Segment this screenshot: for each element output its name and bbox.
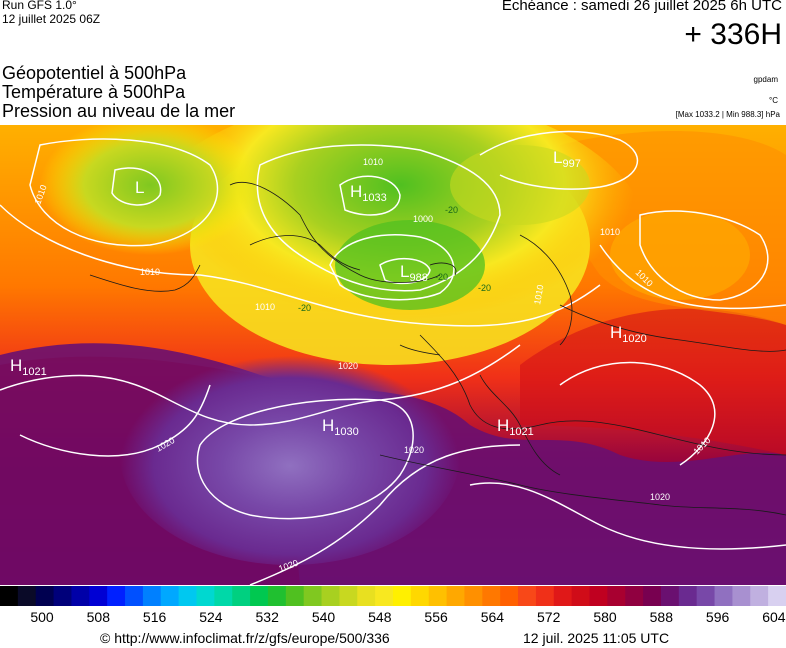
isobar-label: 1010 bbox=[600, 227, 620, 237]
colorbar-swatch bbox=[178, 586, 197, 606]
colorbar-swatch bbox=[375, 586, 394, 606]
pressure-minmax: [Max 1033.2 | Min 988.3] hPa bbox=[675, 110, 780, 119]
colorbar-swatch bbox=[768, 586, 786, 606]
colorbar-tick-label: 508 bbox=[86, 609, 110, 625]
colorbar-swatch bbox=[482, 586, 501, 606]
colorbar-tick-label: 524 bbox=[199, 609, 223, 625]
colorbar-swatch bbox=[446, 586, 465, 606]
param-pressure: Pression au niveau de la mer bbox=[2, 101, 236, 121]
isobar-label: 1010 bbox=[140, 267, 160, 277]
colorbar-swatch bbox=[35, 586, 55, 606]
colorbar-swatch bbox=[732, 586, 751, 606]
isobar-label: 1000 bbox=[413, 214, 433, 224]
high-pressure-label: H1020 bbox=[610, 323, 647, 345]
temperature-label: -20 bbox=[298, 303, 311, 313]
colorbar-swatch bbox=[142, 586, 162, 606]
colorbar-swatch bbox=[607, 586, 626, 606]
source-url[interactable]: © http://www.infoclimat.fr/z/gfs/europe/… bbox=[100, 630, 390, 646]
isobar-label: 1010 bbox=[532, 284, 545, 305]
colorbar-tick-label: 500 bbox=[30, 609, 54, 625]
lead-time: + 336H bbox=[684, 18, 782, 51]
colorbar-swatch bbox=[0, 586, 19, 606]
colorbar bbox=[0, 586, 786, 606]
colorbar-swatch bbox=[643, 586, 662, 606]
low-pressure-label: L988 bbox=[400, 262, 428, 284]
colorbar-swatch bbox=[196, 586, 215, 606]
high-pressure-label: H1021 bbox=[10, 356, 47, 378]
colorbar-swatch bbox=[89, 586, 108, 606]
colorbar-swatch bbox=[285, 586, 305, 606]
colorbar-swatch bbox=[500, 586, 519, 606]
colorbar-swatch bbox=[678, 586, 698, 606]
colorbar-swatch bbox=[321, 586, 340, 606]
low-pressure-label: L bbox=[135, 178, 144, 197]
colorbar-swatch bbox=[17, 586, 37, 606]
colorbar-tick-label: 516 bbox=[142, 609, 167, 625]
colorbar-swatch bbox=[553, 586, 573, 606]
colorbar-swatch bbox=[571, 586, 590, 606]
colorbar-tick-label: 532 bbox=[255, 609, 279, 625]
colorbar-swatch bbox=[393, 586, 412, 606]
colorbar-tick-label: 596 bbox=[705, 609, 730, 625]
run-title: Run GFS 1.0° bbox=[2, 0, 77, 12]
colorbar-swatch bbox=[696, 586, 716, 606]
colorbar-swatch bbox=[339, 586, 358, 606]
temperature-label: -20 bbox=[445, 205, 458, 215]
colorbar-swatch bbox=[750, 586, 769, 606]
temperature-label: -20 bbox=[435, 272, 448, 282]
high-pressure-label: H1021 bbox=[497, 416, 534, 438]
colorbar-tick-label: 548 bbox=[368, 609, 392, 625]
colorbar-swatch bbox=[214, 586, 233, 606]
colorbar-swatch bbox=[535, 586, 555, 606]
colorbar-swatch bbox=[410, 586, 430, 606]
low-pressure-label: L997 bbox=[553, 148, 581, 170]
high-pressure-label: H1033 bbox=[350, 182, 387, 204]
colorbar-tick-label: 540 bbox=[311, 609, 336, 625]
colorbar-tick-label: 588 bbox=[649, 609, 673, 625]
isobar-label: 1020 bbox=[404, 445, 424, 455]
colorbar-tick-label: 556 bbox=[424, 609, 448, 625]
colorbar-swatch bbox=[428, 586, 448, 606]
unit-geopotential: gpdam bbox=[753, 75, 778, 84]
colorbar-swatch bbox=[250, 586, 269, 606]
high-pressure-label: H1030 bbox=[322, 416, 359, 438]
unit-temperature: °C bbox=[769, 96, 778, 105]
colorbar-swatch bbox=[660, 586, 680, 606]
colorbar-swatch bbox=[625, 586, 644, 606]
temperature-label: -20 bbox=[478, 283, 491, 293]
colorbar-swatch bbox=[267, 586, 287, 606]
generation-timestamp: 12 juil. 2025 11:05 UTC bbox=[523, 630, 670, 646]
colorbar-swatch bbox=[53, 586, 72, 606]
colorbar-swatch bbox=[303, 586, 323, 606]
colorbar-swatch bbox=[589, 586, 608, 606]
valid-time-label: Echéance : samedi 26 juillet 2025 6h UTC bbox=[501, 0, 782, 14]
colorbar-swatch bbox=[357, 586, 376, 606]
isobar-label: 1020 bbox=[650, 492, 670, 502]
colorbar-swatch bbox=[125, 586, 144, 606]
run-date: 12 juillet 2025 06Z bbox=[2, 12, 101, 26]
colorbar-tick-label: 564 bbox=[480, 609, 505, 625]
colorbar-swatch bbox=[160, 586, 180, 606]
isobar-label: 1010 bbox=[363, 157, 383, 167]
param-temperature: Température à 500hPa bbox=[2, 82, 186, 102]
isobar-label: 1020 bbox=[338, 361, 358, 371]
colorbar-tick-label: 572 bbox=[537, 609, 561, 625]
colorbar-swatch bbox=[518, 586, 537, 606]
colorbar-swatch bbox=[71, 586, 90, 606]
colorbar-tick-label: 604 bbox=[762, 609, 786, 625]
param-geopotential: Géopotentiel à 500hPa bbox=[2, 63, 187, 83]
colorbar-swatch bbox=[107, 586, 126, 606]
isobar-label: 1010 bbox=[255, 302, 275, 312]
colorbar-tick-label: 580 bbox=[593, 609, 617, 625]
colorbar-swatch bbox=[464, 586, 483, 606]
weather-map: L H1033 L997 L988 H1020 H1021 H1030 H102… bbox=[0, 125, 786, 585]
colorbar-swatch bbox=[232, 586, 251, 606]
colorbar-swatch bbox=[714, 586, 733, 606]
